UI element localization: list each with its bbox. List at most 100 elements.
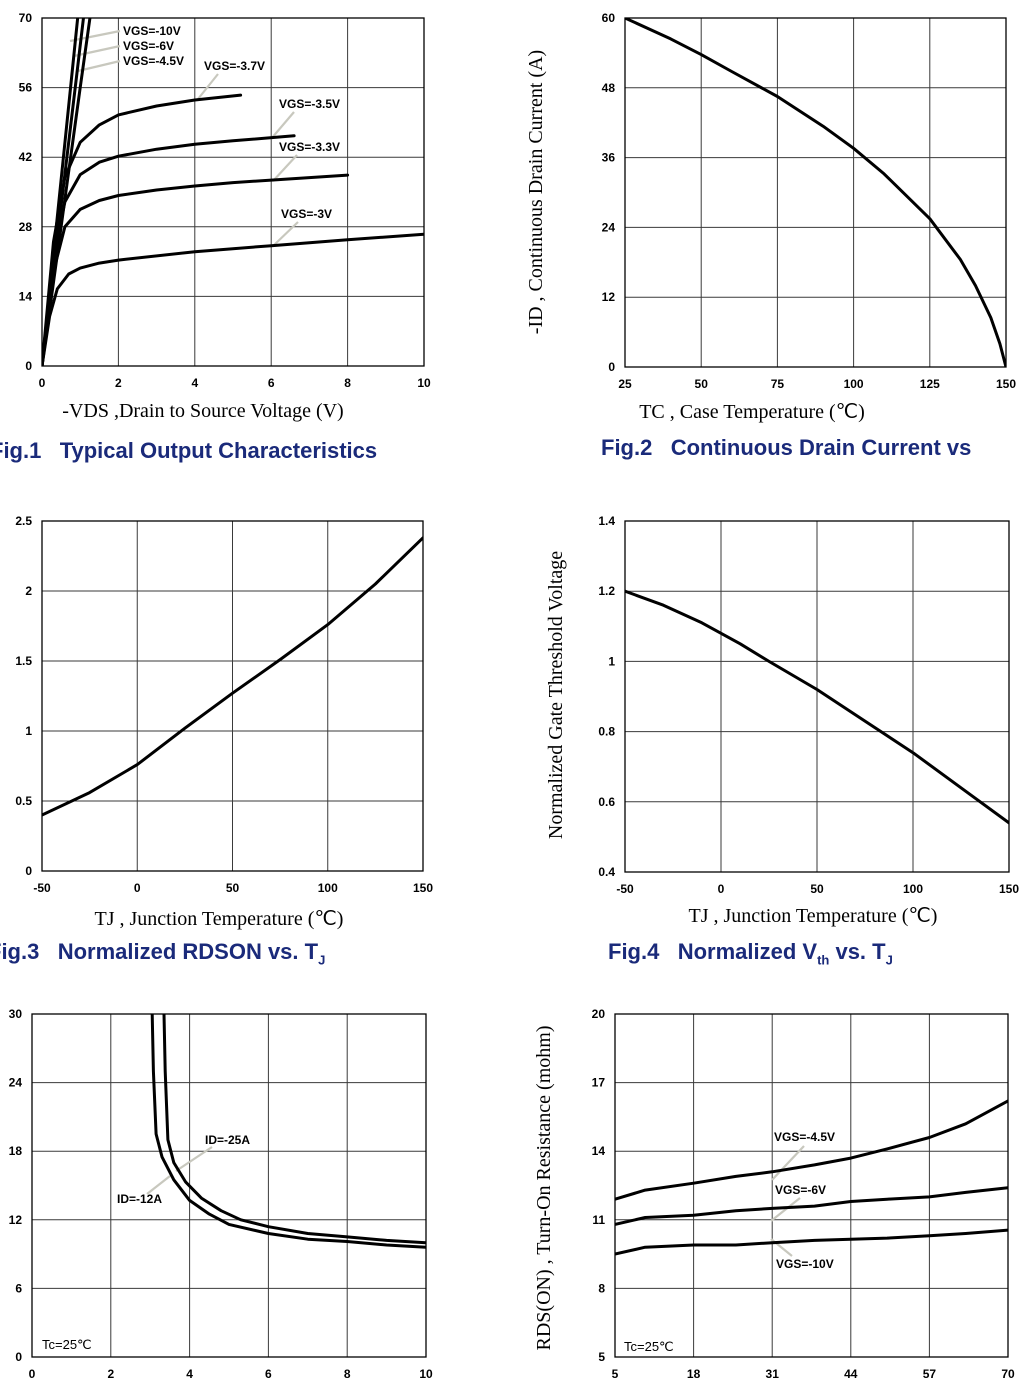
fig4-y-tick-label: 1.4 [598, 514, 615, 528]
fig4-x-tick-label: 150 [999, 882, 1019, 896]
fig3-y-tick-label: 1.5 [15, 654, 32, 668]
fig5-grid [31, 1013, 427, 1358]
fig1-leader-10v [69, 29, 121, 43]
fig1-series-vgs-3-5v [42, 134, 296, 366]
fig5-x-tick-label: 10 [419, 1367, 433, 1381]
fig1-chart: VGS=-10V VGS=-6V VGS=-4.5V VGS=-3.7V VGS… [19, 11, 431, 422]
fig1-title: Fig.1 Typical Output Characteristics [0, 438, 377, 464]
fig6-leader-4-5v [771, 1145, 805, 1181]
fig6-x-tick-label: 5 [612, 1367, 619, 1381]
fig1-x-axis-label: -VDS ,Drain to Source Voltage (V) [62, 400, 343, 422]
fig1-leader-6v [73, 44, 121, 58]
fig5-y-tick-label: 18 [9, 1144, 23, 1158]
fig3-title-prefix: Fig.3 [0, 939, 40, 964]
fig5-x-tick-label: 8 [344, 1367, 351, 1381]
fig6-annotation-vgs-10v: VGS=-10V [776, 1257, 834, 1271]
fig4-title-text2: vs. T [829, 939, 886, 964]
fig6-chart: VGS=-4.5V VGS=-6V VGS=-10V Tc=25℃ 5 18 31 4… [533, 1007, 1015, 1381]
fig5-y-tick-label: 24 [9, 1076, 23, 1090]
fig4-series-vth [625, 589, 1009, 825]
fig1-plot-frame [41, 17, 425, 367]
fig5-x-tick-label: 2 [107, 1367, 114, 1381]
fig5-annotation-id-12a: ID=-12A [117, 1192, 162, 1206]
fig1-series-vgs-3-7v [42, 93, 243, 366]
fig3-x-tick-label: 100 [318, 881, 338, 895]
fig1-x-tick-label: 4 [191, 376, 198, 390]
fig6-x-tick-label: 31 [766, 1367, 780, 1381]
fig6-y-tick-label: 11 [592, 1213, 605, 1227]
fig5-leader-25a [175, 1146, 213, 1172]
fig4-title-sub: th [817, 952, 830, 968]
fig3-series-rdson [42, 536, 423, 817]
fig6-y-tick-label: 17 [592, 1076, 606, 1090]
fig5-y-tick-label: 30 [9, 1007, 23, 1021]
fig1-title-text: Typical Output Characteristics [59, 438, 378, 463]
fig2-x-tick-label: 75 [771, 377, 785, 391]
fig5-annotation-id-25a: ID=-25A [205, 1133, 250, 1147]
fig6-x-tick-label: 18 [687, 1367, 701, 1381]
fig4-title-prefix: Fig.4 [608, 939, 660, 964]
fig5-leader-12a [146, 1175, 171, 1195]
fig1-annotation-vgs-4-5v: VGS=-4.5V [123, 54, 184, 68]
fig2-y-tick-label: 36 [602, 151, 616, 165]
fig6-leader-6v [770, 1197, 801, 1222]
fig5-x-tick-label: 0 [29, 1367, 36, 1381]
fig3-title: Fig.3 Normalized RDSON vs. TJ [0, 939, 325, 967]
fig1-series-vgs-3v [42, 232, 424, 366]
fig4-y-tick-label: 0.4 [598, 865, 615, 879]
fig6-annotation-tc: Tc=25℃ [624, 1339, 674, 1354]
fig1-leader-3-5v [270, 111, 295, 140]
fig2-y-tick-label: 12 [602, 290, 616, 304]
fig1-annotation-vgs-3v: VGS=-3V [281, 207, 332, 221]
fig5-plot-frame [31, 1013, 427, 1358]
fig1-annotation-vgs-6v: VGS=-6V [123, 39, 174, 53]
fig6-x-tick-label: 70 [1001, 1367, 1015, 1381]
fig3-title-sub: J [318, 952, 326, 968]
fig1-annotation-vgs-10v: VGS=-10V [123, 24, 181, 38]
fig4-title-text: Normalized V [677, 939, 818, 964]
fig6-y-tick-label: 14 [592, 1144, 606, 1158]
fig3-title-text: Normalized RDSON vs. T [57, 939, 319, 964]
fig5-x-tick-label: 4 [186, 1367, 193, 1381]
fig2-x-axis-label: TC , Case Temperature (℃) [639, 401, 865, 423]
fig1-leader-4-5v [77, 59, 121, 73]
fig1-y-tick-label: 42 [19, 150, 33, 164]
fig3-x-tick-label: 50 [226, 881, 240, 895]
fig4-y-tick-label: 0.8 [598, 725, 615, 739]
fig2-y-axis-label: -ID , Continuous Drain Current (A) [525, 50, 547, 334]
fig4-y-tick-label: 0.6 [598, 795, 615, 809]
fig3-y-tick-label: 1 [25, 724, 32, 738]
fig4-chart: -50 0 50 100 150 0.4 0.6 0.8 1 1.2 1.4 TJ , Junctio… [545, 514, 1019, 927]
fig1-annotation-vgs-3-5v: VGS=-3.5V [279, 97, 340, 111]
fig4-grid [624, 520, 1010, 873]
fig6-series-vgs-4-5v [615, 1099, 1008, 1201]
fig1-x-tick-label: 10 [417, 376, 431, 390]
fig1-x-tick-label: 6 [268, 376, 275, 390]
fig3-grid [41, 520, 424, 872]
fig2-y-tick-label: 0 [608, 360, 615, 374]
fig5-series-id-12a [150, 1014, 426, 1249]
fig3-y-tick-label: 2 [25, 584, 32, 598]
fig1-y-tick-label: 28 [19, 220, 33, 234]
fig6-y-axis-label: RDS(ON) , Turn-On Resistance (mohm) [533, 1026, 555, 1351]
fig3-x-tick-label: -50 [33, 881, 51, 895]
fig1-y-tick-label: 70 [19, 11, 33, 25]
fig6-annotation-vgs-4-5v: VGS=-4.5V [774, 1130, 835, 1144]
fig1-x-tick-label: 0 [39, 376, 46, 390]
fig4-title-sub2: J [885, 952, 893, 968]
fig4-x-tick-label: 100 [903, 882, 923, 896]
fig3-x-tick-label: 0 [134, 881, 141, 895]
fig2-title-prefix: Fig.2 [601, 435, 653, 460]
fig1-leader-3-3v [272, 154, 298, 182]
fig4-x-tick-label: 0 [718, 882, 725, 896]
fig1-annotation-vgs-3-3v: VGS=-3.3V [279, 140, 340, 154]
fig5-y-tick-label: 12 [9, 1213, 23, 1227]
fig4-x-tick-label: 50 [810, 882, 824, 896]
fig3-y-tick-label: 0 [25, 864, 32, 878]
fig2-grid [624, 17, 1007, 368]
fig2-chart: 25 50 75 100 125 150 0 12 24 36 48 60 TC , Case Temp… [525, 11, 1016, 423]
fig3-plot-frame [41, 520, 424, 872]
fig2-x-tick-label: 25 [618, 377, 632, 391]
fig5-series-id-25a [162, 1014, 426, 1245]
